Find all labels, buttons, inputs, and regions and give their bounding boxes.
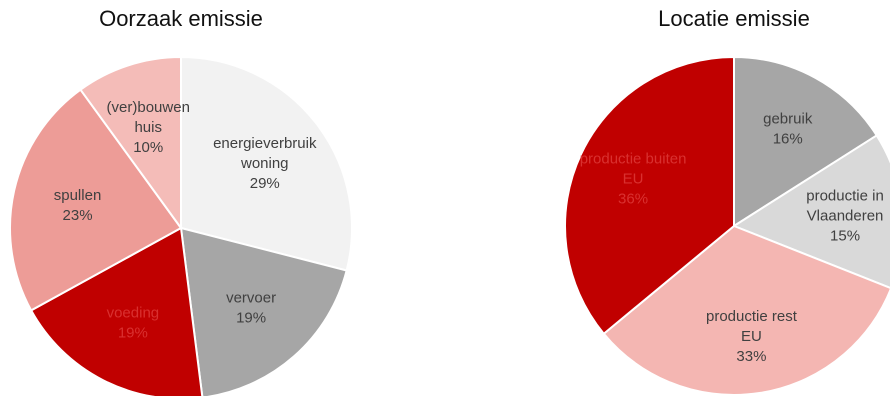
pie-chart-1: energieverbruik woning 29% vervoer 19% voedin… <box>9 55 353 396</box>
pie-slice <box>180 55 353 272</box>
pie-slice <box>9 88 183 312</box>
slice-label: productie rest EU 33% <box>706 308 798 365</box>
slice-label: productie buiten EU 36% <box>580 151 687 208</box>
pie-slice <box>179 226 348 396</box>
pie-slice <box>733 55 879 228</box>
slice-label: productie in Vlaanderen 15% <box>806 188 884 245</box>
chart-title-locatie: Locatie emissie <box>658 6 810 31</box>
pie-slice <box>563 55 735 336</box>
slice-label: voeding 19% <box>107 304 160 341</box>
slice-label: spullen 23% <box>54 187 102 224</box>
pie-slice <box>731 134 890 289</box>
pie-slice <box>602 224 890 396</box>
slice-label: energieverbruik woning 29% <box>213 135 317 192</box>
pie-slice <box>79 55 182 232</box>
pie-slice <box>29 226 204 396</box>
pie-chart-2: gebruik 16% productie in Vlaanderen 15% produ… <box>563 55 890 396</box>
slice-label: vervoer 19% <box>226 290 276 327</box>
chart-title-oorzaak: Oorzaak emissie <box>99 6 263 31</box>
slice-label: (ver)bouwen huis 10% <box>107 99 190 156</box>
slice-label: gebruik 16% <box>763 110 813 147</box>
